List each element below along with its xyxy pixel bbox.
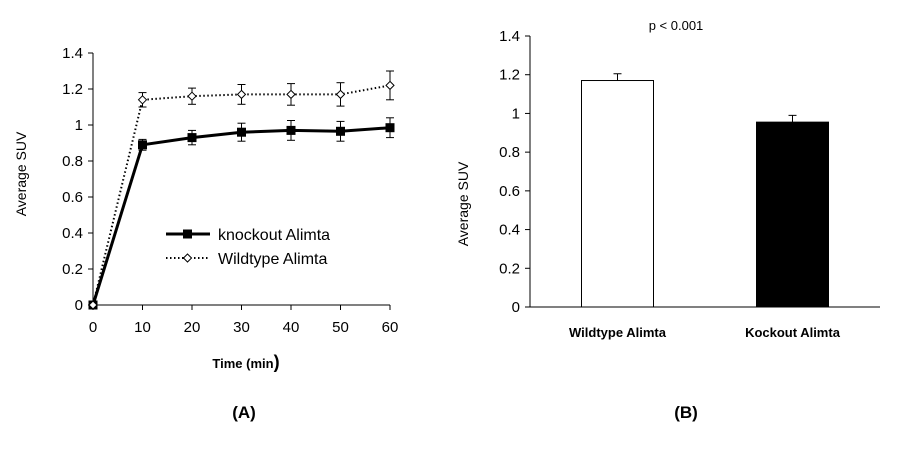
data-point-wildtype <box>335 89 346 100</box>
panel-b-bars: Wildtype Alimta Kockout Alimta <box>569 73 841 340</box>
series-line-1 <box>92 84 391 306</box>
series-line-0 <box>91 126 391 306</box>
panel-b-y-tick-label: 0.2 <box>499 260 520 277</box>
legend-marker-knockout <box>183 229 192 239</box>
bar-1 <box>756 121 829 308</box>
data-point-wildtype <box>286 89 296 100</box>
panel-b-y-tick-label: 0 <box>512 299 520 316</box>
panel-a-label: (A) <box>232 403 256 422</box>
panel-a-y-tick-label: 1 <box>75 117 83 134</box>
panel-b-y-axis-title: Average SUV <box>455 161 471 246</box>
panel-a-x-tick-label: 40 <box>283 319 300 336</box>
legend-label-wildtype: Wildtype Alimta <box>218 251 327 268</box>
panel-a-y-axis-title: Average SUV <box>13 131 29 216</box>
panel-a-line-chart: 0 0.2 0.4 0.6 0.8 1 1.2 1.4 0 10 20 30 40 50 60 Avera… <box>13 45 398 422</box>
data-point-wildtype <box>187 91 197 101</box>
panel-b-category-label: Kockout Alimta <box>745 325 841 340</box>
data-point-knockout <box>187 133 197 143</box>
bar-0 <box>581 80 654 308</box>
panel-a-x-axis-title: Time (min) <box>212 352 279 372</box>
panel-a-x-tick-label: 50 <box>332 319 349 336</box>
legend-marker-wildtype <box>182 253 193 263</box>
panel-a-series <box>88 70 395 310</box>
panel-a-y-tick-label: 0.4 <box>62 225 83 242</box>
panel-b-y-tick-label: 0.4 <box>499 222 520 239</box>
panel-b-y-ticks: 0 0.2 0.4 0.6 0.8 1 1.2 1.4 <box>499 28 530 316</box>
data-point-knockout <box>138 140 147 150</box>
panel-a-y-tick-label: 0.8 <box>62 153 83 170</box>
data-point-knockout <box>336 126 345 136</box>
panel-b-y-tick-label: 1.4 <box>499 28 520 45</box>
panel-a-x-tick-label: 60 <box>382 319 399 336</box>
panel-a-x-tick-label: 20 <box>184 319 201 336</box>
panel-a-y-tick-label: 1.4 <box>62 45 83 62</box>
panel-b-y-tick-label: 0.8 <box>499 144 520 161</box>
panel-a-y-tick-label: 0.2 <box>62 261 83 278</box>
panel-b-y-tick-label: 1 <box>512 105 520 122</box>
data-point-knockout <box>286 125 296 135</box>
legend-label-knockout: knockout Alimta <box>218 227 330 244</box>
data-point-wildtype <box>236 89 247 100</box>
panel-b-y-tick-label: 0.6 <box>499 183 520 200</box>
panel-a-legend: knockout Alimta Wildtype Alimta <box>166 227 330 268</box>
data-point-knockout <box>385 123 395 133</box>
panel-b-y-tick-label: 1.2 <box>499 67 520 84</box>
panel-a-x-ticks: 0 10 20 30 40 50 60 <box>89 305 399 336</box>
panel-b-label: (B) <box>674 403 698 422</box>
panel-a-y-tick-label: 0 <box>75 297 83 314</box>
panel-a-x-tick-label: 30 <box>233 319 250 336</box>
data-point-wildtype <box>385 80 395 91</box>
panel-a-x-tick-label: 10 <box>134 319 151 336</box>
panel-b-bar-chart: 0 0.2 0.4 0.6 0.8 1 1.2 1.4 Wildtype Alimta Kock… <box>455 18 880 422</box>
data-point-knockout <box>237 127 246 137</box>
panel-a-x-tick-label: 0 <box>89 319 97 336</box>
panel-a-y-tick-label: 0.6 <box>62 189 83 206</box>
panel-a-y-ticks: 0 0.2 0.4 0.6 0.8 1 1.2 1.4 <box>62 45 93 314</box>
panel-a-y-tick-label: 1.2 <box>62 81 83 98</box>
panel-b-annotation: p < 0.001 <box>649 18 704 33</box>
data-point-wildtype <box>137 95 148 105</box>
data-point-wildtype <box>88 300 98 310</box>
panel-a-x-axis-title-paren: ) <box>274 352 280 372</box>
panel-b-category-label: Wildtype Alimta <box>569 325 667 340</box>
